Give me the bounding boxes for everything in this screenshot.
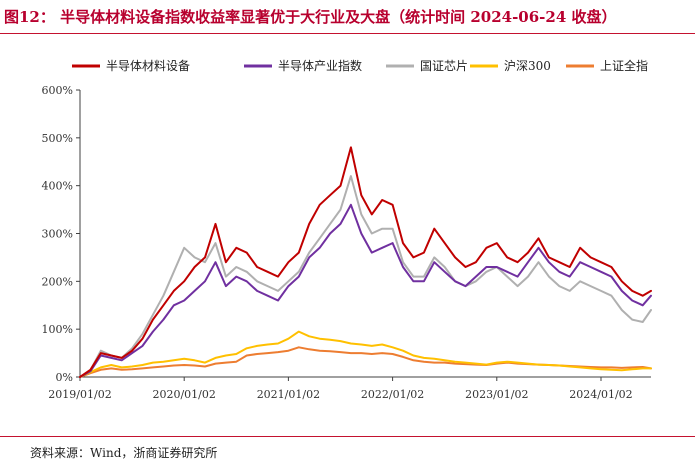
legend: 半导体材料设备 半导体产业指数 国证芯片 沪深300 上证全指 (72, 58, 648, 73)
y-tick-label: 300% (42, 228, 73, 241)
series-line-1 (79, 146, 652, 378)
y-tick-label: 0% (56, 371, 73, 384)
legend-label-2: 半导体产业指数 (278, 58, 362, 73)
y-tick-label: 500% (42, 132, 73, 145)
y-tick-label: 100% (42, 323, 73, 336)
axes: 0% 100% 200% 300% 400% 500% 600% 2019/01/02 2020… (42, 84, 651, 401)
y-tick-label: 400% (42, 180, 73, 193)
series-line-4 (79, 330, 652, 378)
x-tick-label: 2020/01/02 (152, 388, 215, 401)
legend-label-3: 国证芯片 (420, 59, 468, 73)
legend-label-4: 沪深300 (504, 59, 551, 73)
x-tick-label: 2024/01/02 (569, 388, 632, 401)
x-tick-label: 2022/01/02 (361, 388, 424, 401)
bottom-rule (0, 436, 695, 437)
series-layer (79, 146, 652, 378)
chart-title: 图12： 半导体材料设备指数收益率显著优于大行业及大盘（统计时间 2024-06… (4, 8, 617, 26)
legend-label-5: 上证全指 (600, 58, 648, 73)
series-line-2 (79, 203, 652, 378)
x-tick-label: 2021/01/02 (257, 388, 320, 401)
y-tick-label: 200% (42, 275, 73, 288)
chart: 半导体材料设备 半导体产业指数 国证芯片 沪深300 上证全指 0% 100% 200% 30… (42, 58, 652, 401)
x-tick-label: 2019/01/02 (48, 388, 111, 401)
y-tick-label: 600% (42, 84, 73, 97)
x-tick-label: 2023/01/02 (465, 388, 528, 401)
legend-label-1: 半导体材料设备 (106, 59, 190, 73)
title-rule (0, 33, 695, 34)
series-line-3 (79, 175, 652, 378)
source-note: 资料来源：Wind，浙商证券研究所 (30, 446, 218, 460)
